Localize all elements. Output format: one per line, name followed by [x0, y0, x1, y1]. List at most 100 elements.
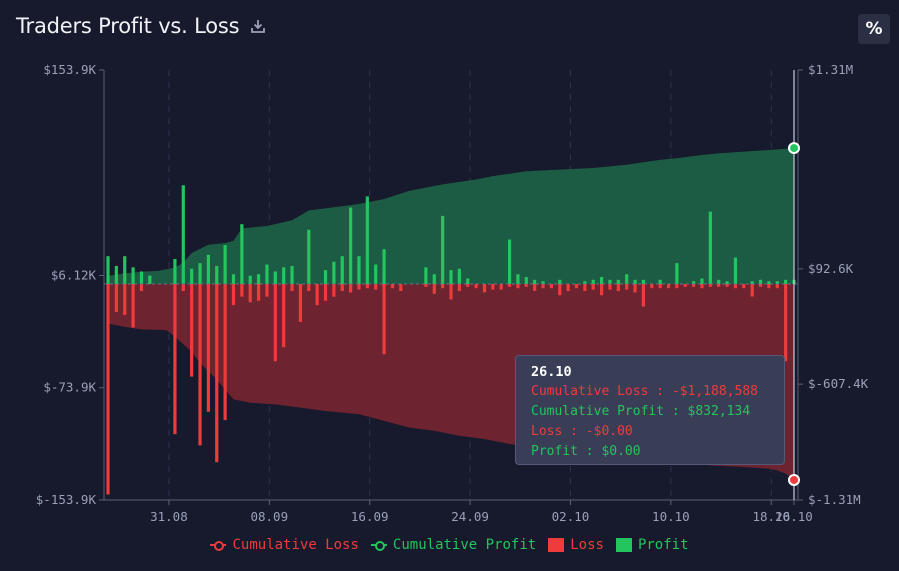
loss-bar [323, 284, 328, 301]
x-axis-tick-label: 08.09 [250, 509, 288, 524]
loss-bar [190, 284, 194, 377]
profit-bar [173, 258, 177, 284]
loss-bar [625, 284, 629, 290]
loss-bar [449, 284, 453, 300]
legend-loss[interactable]: Loss [548, 537, 604, 553]
legend-cumulative-loss[interactable]: Cumulative Loss [210, 537, 359, 553]
legend-box-marker-icon [548, 538, 565, 552]
loss-bar [223, 284, 227, 421]
loss-bar [784, 284, 788, 362]
profit-bar [700, 278, 704, 284]
loss-bar [549, 284, 553, 289]
left-axis-tick-label: $6.12K [51, 267, 97, 282]
loss-bar [466, 284, 470, 287]
profit-bar [290, 265, 294, 284]
profit-bar [708, 211, 712, 284]
loss-bar [106, 284, 110, 495]
x-axis-tick-label: 16.09 [351, 509, 389, 524]
loss-bar [717, 284, 721, 287]
download-icon[interactable] [249, 17, 267, 35]
profit-bar [641, 279, 646, 284]
legend-line-marker-icon [210, 539, 227, 551]
loss-bar [390, 284, 395, 289]
loss-bar [382, 284, 386, 355]
profit-bar [215, 265, 219, 284]
profit-bar [591, 279, 595, 284]
left-axis-tick-label: $153.9K [43, 62, 96, 77]
profit-bar [558, 279, 562, 284]
legend-label: Cumulative Profit [392, 537, 537, 553]
loss-bar [683, 284, 687, 287]
loss-bar [591, 284, 595, 290]
loss-bar [566, 284, 570, 292]
loss-bar [775, 284, 779, 289]
x-axis-tick-label: 31.08 [150, 509, 188, 524]
x-axis-tick-label: 18.10 [752, 509, 790, 524]
profit-bar [114, 265, 118, 284]
loss-bar [441, 284, 445, 289]
loss-bar [558, 284, 562, 296]
profit-bar [767, 281, 771, 284]
loss-bar [641, 284, 646, 307]
loss-bar [758, 284, 763, 287]
profit-bar [516, 274, 520, 284]
loss-bar [290, 284, 294, 292]
profit-bar [675, 263, 679, 284]
loss-bar [173, 284, 177, 435]
loss-bar [658, 284, 662, 289]
profit-bar [441, 215, 445, 284]
loss-bar [666, 284, 671, 289]
loss-bar [307, 284, 311, 292]
x-axis-tick-label: 02.10 [552, 509, 590, 524]
x-axis-tick-label: 10.10 [652, 509, 690, 524]
loss-bar [750, 284, 754, 297]
profit-bar [139, 271, 144, 284]
loss-bar [633, 284, 637, 293]
right-axis-tick-label: $-1.31M [808, 492, 861, 507]
profit-bar [349, 207, 353, 284]
profit-bar [382, 249, 386, 284]
loss-bar [399, 284, 403, 292]
legend-label: Loss [570, 537, 604, 553]
profit-bar [181, 185, 185, 284]
loss-bar [298, 284, 303, 322]
loss-bar [215, 284, 219, 463]
loss-bar [725, 284, 729, 287]
x-axis-tick-label: 24.09 [451, 509, 489, 524]
loss-bar [332, 284, 336, 297]
loss-bar [474, 284, 478, 289]
loss-bar [650, 284, 654, 289]
profit-bar [240, 224, 244, 284]
legend-cumulative-profit[interactable]: Cumulative Profit [370, 537, 537, 553]
loss-bar [583, 284, 587, 292]
tooltip-cumulative-loss: Cumulative Loss : -$1,188,588 [531, 384, 758, 399]
tooltip-cumulative-profit: Cumulative Profit : $832,134 [531, 404, 751, 419]
loss-bar [599, 284, 604, 296]
loss-bar [315, 284, 319, 306]
profit-bar [616, 279, 620, 284]
loss-bar [123, 284, 127, 315]
loss-bar [742, 284, 746, 289]
legend-profit[interactable]: Profit [615, 537, 689, 553]
profit-bar [658, 279, 662, 284]
profit-bar [541, 281, 545, 284]
profit-bar [365, 196, 369, 284]
profit-bar [717, 279, 721, 284]
right-axis-tick-label: $-607.4K [808, 376, 869, 391]
profit-bar [692, 281, 696, 284]
left-axis-tick-label: $-73.9K [43, 380, 96, 395]
loss-bar [692, 284, 696, 287]
profit-bar [424, 267, 428, 284]
profit-bar [198, 263, 202, 284]
profit-bar [223, 245, 227, 284]
loss-bar [733, 284, 738, 289]
loss-bar [198, 284, 202, 446]
cumulative-profit-area [108, 148, 794, 284]
loss-bar [181, 284, 185, 292]
profit-bar [357, 256, 361, 284]
tooltip-profit: Profit : $0.00 [531, 444, 641, 459]
percent-toggle-button[interactable]: % [858, 14, 890, 44]
loss-bar [349, 284, 353, 293]
loss-bar [340, 284, 344, 292]
